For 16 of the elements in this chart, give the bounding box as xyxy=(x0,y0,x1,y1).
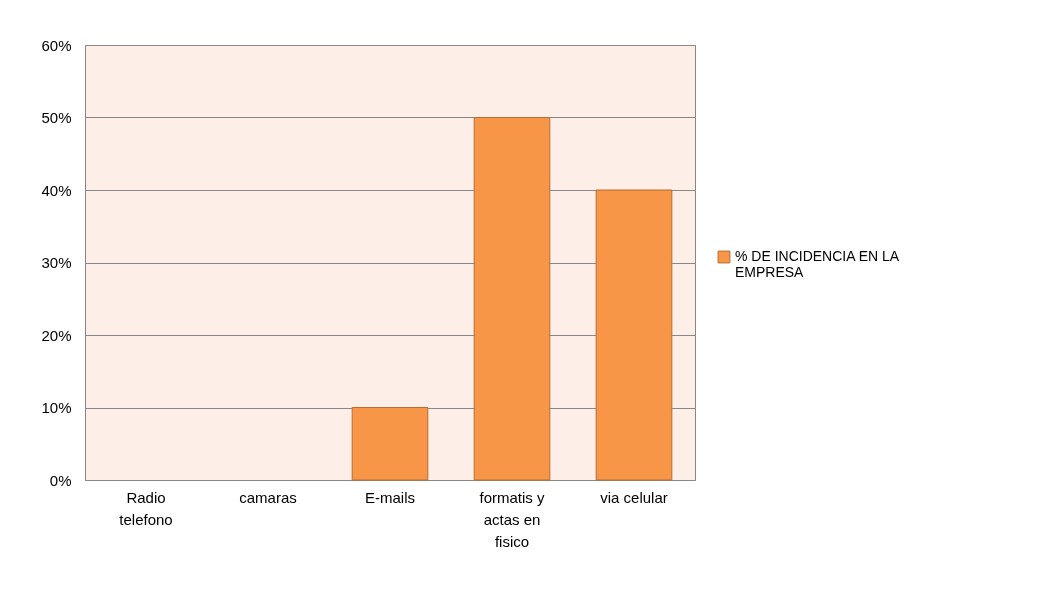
y-tick-label: 0% xyxy=(49,471,72,489)
bar xyxy=(351,407,429,481)
y-tick-label: 40% xyxy=(41,181,72,199)
y-tick-label: 30% xyxy=(41,254,72,271)
y-tick-label: 60% xyxy=(41,36,72,54)
x-tick-label: via celular xyxy=(600,488,668,506)
y-tick-label: 10% xyxy=(41,399,72,416)
y-tick-label: 20% xyxy=(41,326,72,344)
x-tick-label: formatis y actas en fisico xyxy=(479,488,545,550)
x-tick-label: E-mails xyxy=(364,488,416,506)
bar xyxy=(595,189,673,481)
x-tick-label: camaras xyxy=(239,488,297,506)
bar xyxy=(473,117,551,481)
legend-label: % DE INCIDENCIA EN LA EMPRESA xyxy=(735,248,900,280)
x-tick-label: Radio telefono xyxy=(119,488,173,528)
y-tick-label: 50% xyxy=(41,109,72,126)
